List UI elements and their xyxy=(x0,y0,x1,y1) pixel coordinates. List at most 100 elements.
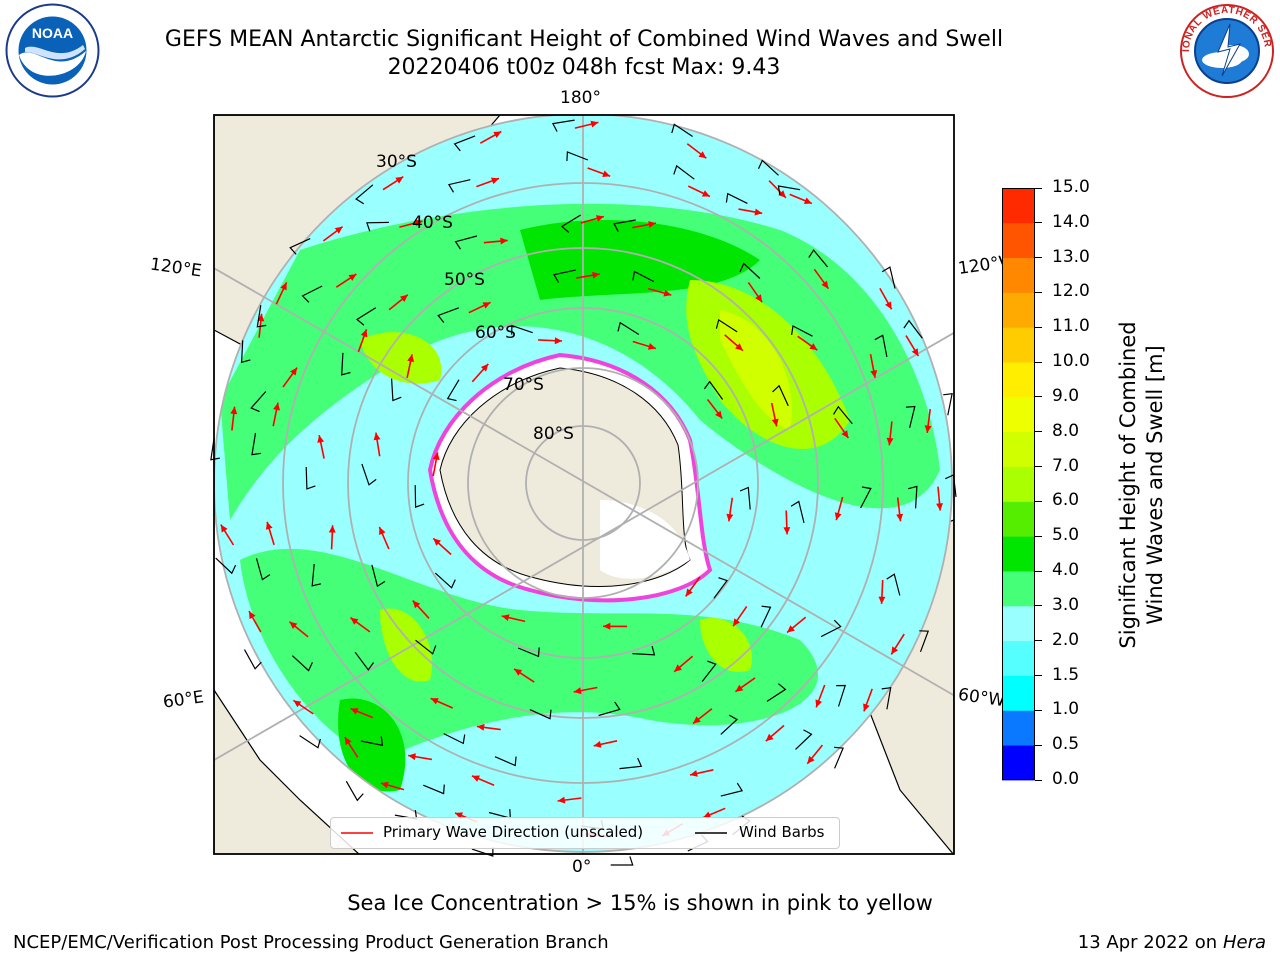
colorbar-block xyxy=(1002,745,1035,781)
colorbar-tick-mark xyxy=(1035,257,1042,259)
wave-direction-arrowhead xyxy=(220,524,228,533)
wave-direction-arrowhead xyxy=(280,282,287,291)
colorbar-tick-mark xyxy=(1035,431,1042,433)
wave-direction-arrowhead xyxy=(328,525,336,533)
wind-barb xyxy=(834,746,844,769)
map-legend: Primary Wave Direction (unscaled) Wind B… xyxy=(330,817,840,849)
wind-barb xyxy=(613,219,636,232)
wind-barb xyxy=(881,686,892,710)
wind-barb xyxy=(739,486,751,510)
wave-direction-arrowhead xyxy=(891,646,899,655)
wind-barb xyxy=(903,319,923,339)
wave-direction-arrowhead xyxy=(360,329,368,338)
colorbar-tick-label: 15.0 xyxy=(1052,177,1090,197)
wave-direction-arrowhead xyxy=(783,527,791,535)
wind-barb-legend-icon xyxy=(695,832,727,834)
wind-barb xyxy=(291,655,313,672)
wave-direction-arrowhead xyxy=(379,527,386,535)
wind-barb xyxy=(423,784,445,795)
wave-direction-arrowhead xyxy=(886,437,894,446)
colorbar-block xyxy=(1002,605,1035,642)
wave-direction-arrowhead xyxy=(350,708,359,715)
wave-direction-arrowhead xyxy=(596,215,604,222)
wave-direction-arrowhead xyxy=(554,337,563,345)
wind-barb xyxy=(701,660,717,682)
colorbar-tick-mark xyxy=(1035,291,1042,293)
wind-barb xyxy=(311,563,322,587)
colorbar-block xyxy=(1002,536,1035,572)
colorbar-tick-label: 6.0 xyxy=(1052,490,1080,511)
wind-barb xyxy=(371,564,386,588)
wave-direction-arrowhead xyxy=(924,425,932,433)
wind-barb xyxy=(447,179,471,193)
footer-date: 13 Apr 2022 on Hera xyxy=(1077,932,1266,953)
colorbar-block xyxy=(1002,466,1035,502)
wind-barb xyxy=(366,221,389,232)
sea-ice-caption: Sea Ice Concentration > 15% is shown in … xyxy=(347,891,933,915)
colorbar-tick-mark xyxy=(1035,535,1042,537)
wave-direction-arrowhead xyxy=(878,596,886,604)
wave-direction-arrowhead xyxy=(885,301,892,310)
wave-direction-arrowhead xyxy=(290,367,298,376)
wind-barb xyxy=(551,119,575,132)
wind-barb xyxy=(919,630,930,653)
colorbar-tick-mark xyxy=(1035,466,1042,468)
wave-direction-arrowhead xyxy=(771,418,779,427)
wind-barb xyxy=(874,334,888,358)
wave-direction-arrowhead xyxy=(514,668,523,676)
wind-barb xyxy=(560,214,582,233)
colorbar-tick-label: 3.0 xyxy=(1052,594,1080,615)
chart-title: GEFS MEAN Antarctic Significant Height o… xyxy=(164,27,1004,52)
wave-direction-arrowhead xyxy=(754,208,763,216)
colorbar-tick-mark xyxy=(1035,396,1042,398)
wave-direction-arrowhead xyxy=(936,503,943,511)
wave-direction-arrowhead xyxy=(698,151,707,159)
wave-direction-arrowhead xyxy=(735,343,743,351)
wave-direction-arrowhead xyxy=(414,219,423,227)
wind-barb xyxy=(766,683,787,702)
wind-barb xyxy=(553,269,576,283)
wind-barb xyxy=(256,305,267,328)
wind-barb xyxy=(777,185,801,195)
wind-barb xyxy=(215,557,237,575)
wave-direction-arrowhead xyxy=(501,614,510,621)
wave-direction-arrowhead xyxy=(412,600,421,609)
colorbar-tick-mark xyxy=(1035,605,1042,607)
wind-barb xyxy=(360,736,384,747)
wind-barb xyxy=(945,474,957,497)
chart-subtitle: 20220406 t00z 048h fcst Max: 9.43 xyxy=(387,55,781,80)
wave-direction-arrowhead xyxy=(685,588,693,597)
colorbar-tick-label: 5.0 xyxy=(1052,525,1080,546)
wave-direction-arrowhead xyxy=(735,684,744,692)
wind-barb xyxy=(210,437,220,461)
wave-direction-arrowhead xyxy=(663,289,672,297)
wind-barb xyxy=(415,639,437,655)
wind-barb xyxy=(511,324,533,335)
wind-barb xyxy=(820,619,842,638)
colorbar-block xyxy=(1002,431,1035,467)
colorbar-tick-mark xyxy=(1035,570,1042,572)
colorbar-tick-label: 4.0 xyxy=(1052,560,1080,581)
wave-direction-arrowhead xyxy=(870,370,878,378)
colorbar-tick-mark xyxy=(1035,187,1042,189)
colorbar-block xyxy=(1002,640,1035,676)
wind-barb xyxy=(808,249,829,268)
wind-barb xyxy=(354,651,374,671)
wave-direction-arrowhead xyxy=(815,699,822,708)
colorbar xyxy=(1002,188,1035,781)
wave-direction-arrowhead xyxy=(265,521,273,530)
meridian-label-bottom: 0° xyxy=(572,857,592,877)
wind-barb xyxy=(301,285,323,303)
latitude-label: 40°S xyxy=(412,213,453,233)
wave-direction-arrowhead xyxy=(400,294,408,302)
wave-direction-arrowhead xyxy=(648,221,656,228)
latitude-label: 50°S xyxy=(444,270,485,290)
wave-direction-arrowhead xyxy=(592,271,600,279)
wave-direction-arrowhead xyxy=(821,280,829,289)
colorbar-tick-label: 0.5 xyxy=(1052,734,1080,755)
wind-barb xyxy=(454,235,478,250)
colorbar-tick-label: 7.0 xyxy=(1052,455,1080,476)
noaa-logo-icon: NOAA xyxy=(5,3,100,98)
wave-direction-arrowhead xyxy=(765,733,774,742)
